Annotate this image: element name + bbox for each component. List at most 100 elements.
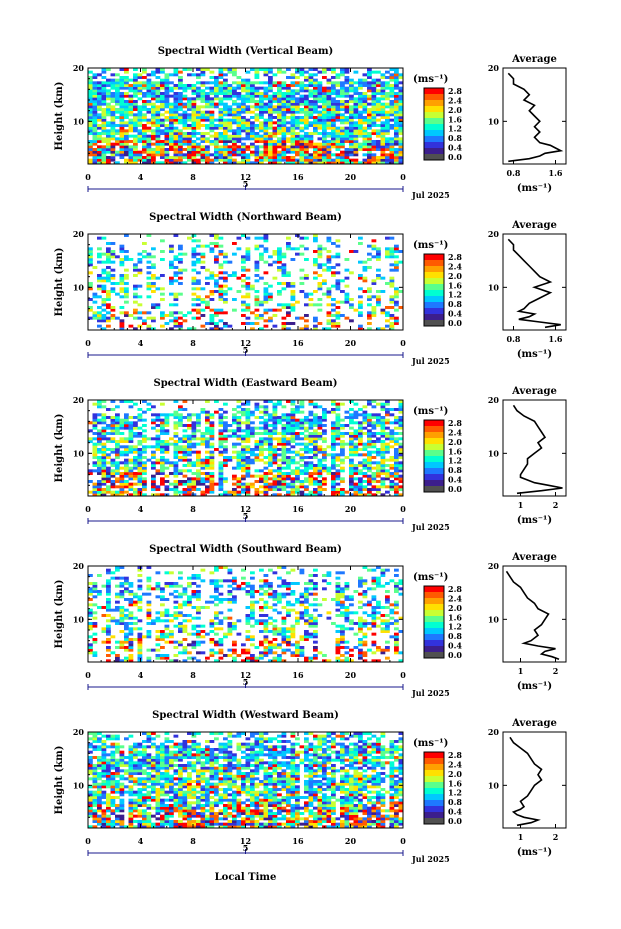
heatmap-cell [178, 490, 183, 494]
heatmap-cell [277, 400, 282, 403]
heatmap-cell [367, 108, 372, 111]
colorbar-swatch [424, 118, 444, 125]
heatmap-cell [398, 100, 404, 103]
heatmap-cell [151, 421, 156, 425]
heatmap-cell [259, 244, 264, 248]
heatmap-cell [380, 445, 386, 449]
heatmap-cell [254, 236, 260, 240]
heatmap-cell [340, 105, 345, 109]
heatmap-cell [209, 434, 215, 438]
heatmap-cell [245, 284, 251, 288]
heatmap-cell [286, 97, 291, 101]
heatmap-cell [308, 68, 314, 71]
average-y-tick-label: 20 [488, 63, 500, 73]
heatmap-cell [187, 134, 192, 138]
heatmap-cell [106, 150, 111, 154]
heatmap-cell [209, 308, 215, 312]
heatmap-cell [169, 126, 174, 130]
heatmap-cell [263, 474, 269, 478]
heatmap-cell [394, 76, 399, 79]
heatmap-cell [137, 84, 143, 87]
heatmap-cell [335, 322, 341, 325]
heatmap-cell [137, 568, 143, 572]
heatmap-cell [187, 158, 192, 162]
heatmap-cell [227, 458, 233, 462]
heatmap-cell [281, 445, 287, 449]
heatmap-cell [322, 92, 327, 95]
heatmap-cell [196, 437, 201, 441]
heatmap-cell [308, 432, 314, 435]
heatmap-cell [263, 480, 269, 483]
heatmap-cell [250, 461, 255, 465]
heatmap-cell [137, 418, 143, 422]
heatmap-cell [331, 437, 336, 441]
heatmap-cell [299, 482, 305, 486]
heatmap-cell [92, 94, 98, 98]
heatmap-cell [160, 421, 165, 425]
heatmap-cell [164, 158, 170, 162]
heatmap-cell [236, 458, 242, 462]
heatmap-cell [88, 587, 93, 591]
heatmap-cell [394, 124, 399, 127]
heatmap-cell [178, 105, 183, 109]
heatmap-cell [367, 314, 372, 317]
heatmap-cell [277, 477, 282, 481]
heatmap-cell [227, 493, 233, 497]
heatmap-cell [223, 480, 228, 483]
heatmap-cell [137, 488, 143, 491]
heatmap-cell [196, 279, 201, 283]
heatmap-cell [268, 469, 273, 473]
heatmap-cell [182, 600, 188, 604]
heatmap-cell [245, 108, 251, 111]
heatmap-cell [308, 466, 314, 470]
heatmap-cell [268, 100, 273, 103]
heatmap-cell [218, 150, 224, 154]
heatmap-cell [110, 437, 116, 441]
heatmap-cell [331, 322, 336, 325]
heatmap-cell [187, 656, 192, 660]
heatmap-cell [110, 92, 116, 95]
heatmap-cell [191, 124, 197, 127]
heatmap-cell [371, 84, 377, 87]
heatmap-cell [178, 108, 183, 111]
heatmap-cell [151, 276, 156, 280]
heatmap-cell [389, 86, 395, 90]
heatmap-cell [268, 84, 273, 87]
heatmap-cell [200, 118, 206, 122]
heatmap-cell [281, 466, 287, 470]
heatmap-cell [205, 490, 210, 494]
heatmap-cell [326, 140, 332, 143]
heatmap-cell [115, 132, 120, 135]
heatmap-cell [331, 448, 336, 451]
heatmap-cell [169, 464, 174, 467]
heatmap-cell [376, 158, 381, 162]
heatmap-cell [178, 595, 183, 599]
heatmap-cell [362, 121, 368, 125]
heatmap-cell [169, 137, 174, 141]
heatmap-cell [146, 659, 152, 663]
heatmap-cell [304, 461, 309, 465]
heatmap-cell [349, 158, 354, 162]
heatmap-cell [124, 576, 129, 580]
heatmap-cell [209, 432, 215, 435]
heatmap-cell [362, 464, 368, 467]
heatmap-cell [236, 290, 242, 293]
heatmap-cell [385, 118, 390, 122]
heatmap-cell [106, 453, 111, 457]
heatmap-cell [250, 311, 255, 315]
heatmap-cell [259, 469, 264, 473]
heatmap-cell [389, 327, 395, 331]
heatmap-cell [160, 603, 165, 607]
heatmap-cell [371, 279, 377, 283]
heatmap-cell [106, 97, 111, 101]
heatmap-cell [142, 464, 147, 467]
heatmap-cell [376, 268, 381, 272]
heatmap-cell [376, 474, 381, 478]
heatmap-cell [124, 274, 129, 277]
heatmap-cell [101, 252, 107, 256]
heatmap-cell [191, 105, 197, 109]
heatmap-cell [304, 247, 309, 251]
heatmap-cell [245, 432, 251, 435]
heatmap-cell [124, 659, 129, 663]
heatmap-cell [92, 129, 98, 133]
